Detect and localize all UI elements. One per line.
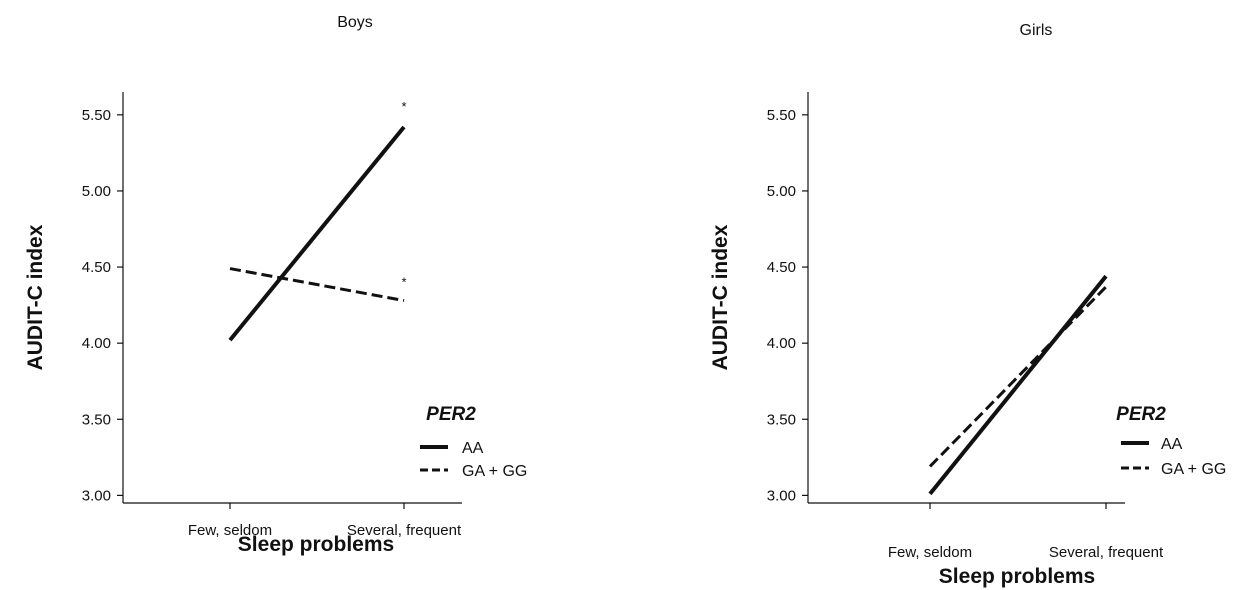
legend-label-aa: AA	[462, 440, 484, 457]
y-tick-label: 4.00	[82, 335, 111, 352]
y-tick-label: 5.50	[82, 107, 111, 124]
y-tick-label: 5.00	[767, 183, 796, 200]
y-axis-label: AUDIT-C index	[709, 224, 732, 370]
x-tick-label: Several, frequent	[1049, 544, 1164, 561]
x-axis-label: Sleep problems	[939, 565, 1095, 588]
series-line-ga-gg	[229, 267, 405, 303]
chart-panel-girls: Girls 3.00 3.50 4.00 4.50 5.00 5.50 Few, seldom…	[709, 22, 1226, 588]
y-tick-label: 5.00	[82, 183, 111, 200]
y-axis-label: AUDIT-C index	[24, 224, 47, 370]
x-tick-label: Few, seldom	[888, 544, 972, 561]
series-line-aa	[228, 125, 406, 342]
series-line-aa	[928, 274, 1108, 496]
y-tick-label: 4.50	[767, 259, 796, 276]
y-tick-label: 4.50	[82, 259, 111, 276]
legend-label-ga-gg: GA + GG	[462, 463, 527, 480]
y-tick-label: 3.00	[82, 487, 111, 504]
legend-label-ga-gg: GA + GG	[1161, 461, 1226, 478]
legend: PER2 AA GA + GG	[1116, 404, 1226, 478]
chart-title: Girls	[1020, 22, 1053, 39]
significance-marker: *	[401, 275, 406, 290]
y-tick-label: 3.50	[767, 411, 796, 428]
x-axis-label: Sleep problems	[238, 533, 394, 556]
x-tick-label: Several, frequent	[347, 522, 462, 539]
y-tick-label: 5.50	[767, 107, 796, 124]
legend-title: PER2	[426, 404, 476, 425]
legend-title: PER2	[1116, 404, 1166, 425]
x-tick-label: Few, seldom	[188, 522, 272, 539]
significance-marker: *	[401, 99, 406, 114]
y-tick-label: 4.00	[767, 335, 796, 352]
y-tick-label: 3.50	[82, 411, 111, 428]
legend-label-aa: AA	[1161, 436, 1183, 453]
chart-title: Boys	[337, 14, 373, 31]
series-line-ga-gg	[928, 285, 1108, 468]
y-tick-label: 3.00	[767, 487, 796, 504]
legend: PER2 AA GA + GG	[420, 404, 527, 480]
